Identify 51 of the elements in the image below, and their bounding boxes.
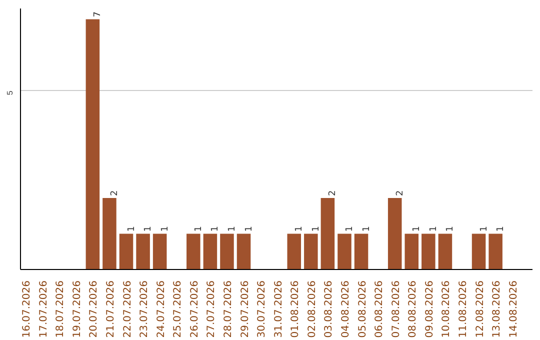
data-label: 2 <box>395 190 406 196</box>
x-tick-label: 04.08.2026 <box>340 280 352 338</box>
x-tick-label: 07.08.2026 <box>390 280 402 338</box>
data-label: 1 <box>496 226 506 232</box>
data-label: 2 <box>110 190 120 196</box>
x-tick-label: 30.07.2026 <box>256 280 268 338</box>
x-tick-label: 10.08.2026 <box>441 280 452 338</box>
data-label: 1 <box>144 226 154 232</box>
data-label: 1 <box>244 226 254 232</box>
x-tick-label: 20.07.2026 <box>88 280 100 338</box>
x-tick-label: 13.08.2026 <box>492 280 503 338</box>
x-tick-label: 17.07.2026 <box>38 280 50 338</box>
x-tick-label: 02.08.2026 <box>306 280 318 338</box>
data-label: 1 <box>294 226 305 232</box>
x-tick-label: 28.07.2026 <box>222 280 234 338</box>
data-label: 1 <box>311 226 322 232</box>
data-label: 1 <box>227 226 238 232</box>
x-tick-label: 05.08.2026 <box>357 280 368 338</box>
y-tick-label: 5 <box>6 90 14 96</box>
data-label: 1 <box>210 226 221 232</box>
x-tick-label: 19.07.2026 <box>72 280 83 338</box>
x-tick-label: 01.08.2026 <box>290 280 302 338</box>
data-label: 1 <box>412 226 422 232</box>
x-tick-label: 12.08.2026 <box>474 280 486 338</box>
data-label: 1 <box>126 226 137 232</box>
x-tick-label: 23.07.2026 <box>139 280 150 338</box>
data-label: 1 <box>194 226 204 232</box>
x-tick-label: 16.07.2026 <box>22 280 33 338</box>
x-tick-label: 22.07.2026 <box>122 280 134 338</box>
data-label: 1 <box>362 226 372 232</box>
x-tick-label: 26.07.2026 <box>189 280 200 338</box>
data-label: 1 <box>160 226 170 232</box>
x-tick-label: 03.08.2026 <box>324 280 335 338</box>
x-tick-label: 24.07.2026 <box>156 280 167 338</box>
x-tick-label: 29.07.2026 <box>240 280 251 338</box>
x-tick-label: 06.08.2026 <box>374 280 386 338</box>
x-tick-label: 21.07.2026 <box>105 280 116 338</box>
x-tick-label: 27.07.2026 <box>206 280 218 338</box>
x-tick-label: 11.08.2026 <box>458 280 469 338</box>
x-tick-label: 31.07.2026 <box>273 280 284 338</box>
data-label: 7 <box>93 11 104 18</box>
x-tick-label: 14.08.2026 <box>508 280 520 338</box>
data-label: 2 <box>328 190 338 196</box>
x-tick-label: 25.07.2026 <box>172 280 184 338</box>
data-label: 1 <box>446 226 456 232</box>
data-label: 1 <box>428 226 439 232</box>
x-tick-label: 09.08.2026 <box>424 280 436 338</box>
x-tick-label: 08.08.2026 <box>408 280 419 338</box>
data-label: 1 <box>344 226 355 232</box>
x-tick-label: 18.07.2026 <box>55 280 66 338</box>
data-label: 1 <box>479 226 490 232</box>
